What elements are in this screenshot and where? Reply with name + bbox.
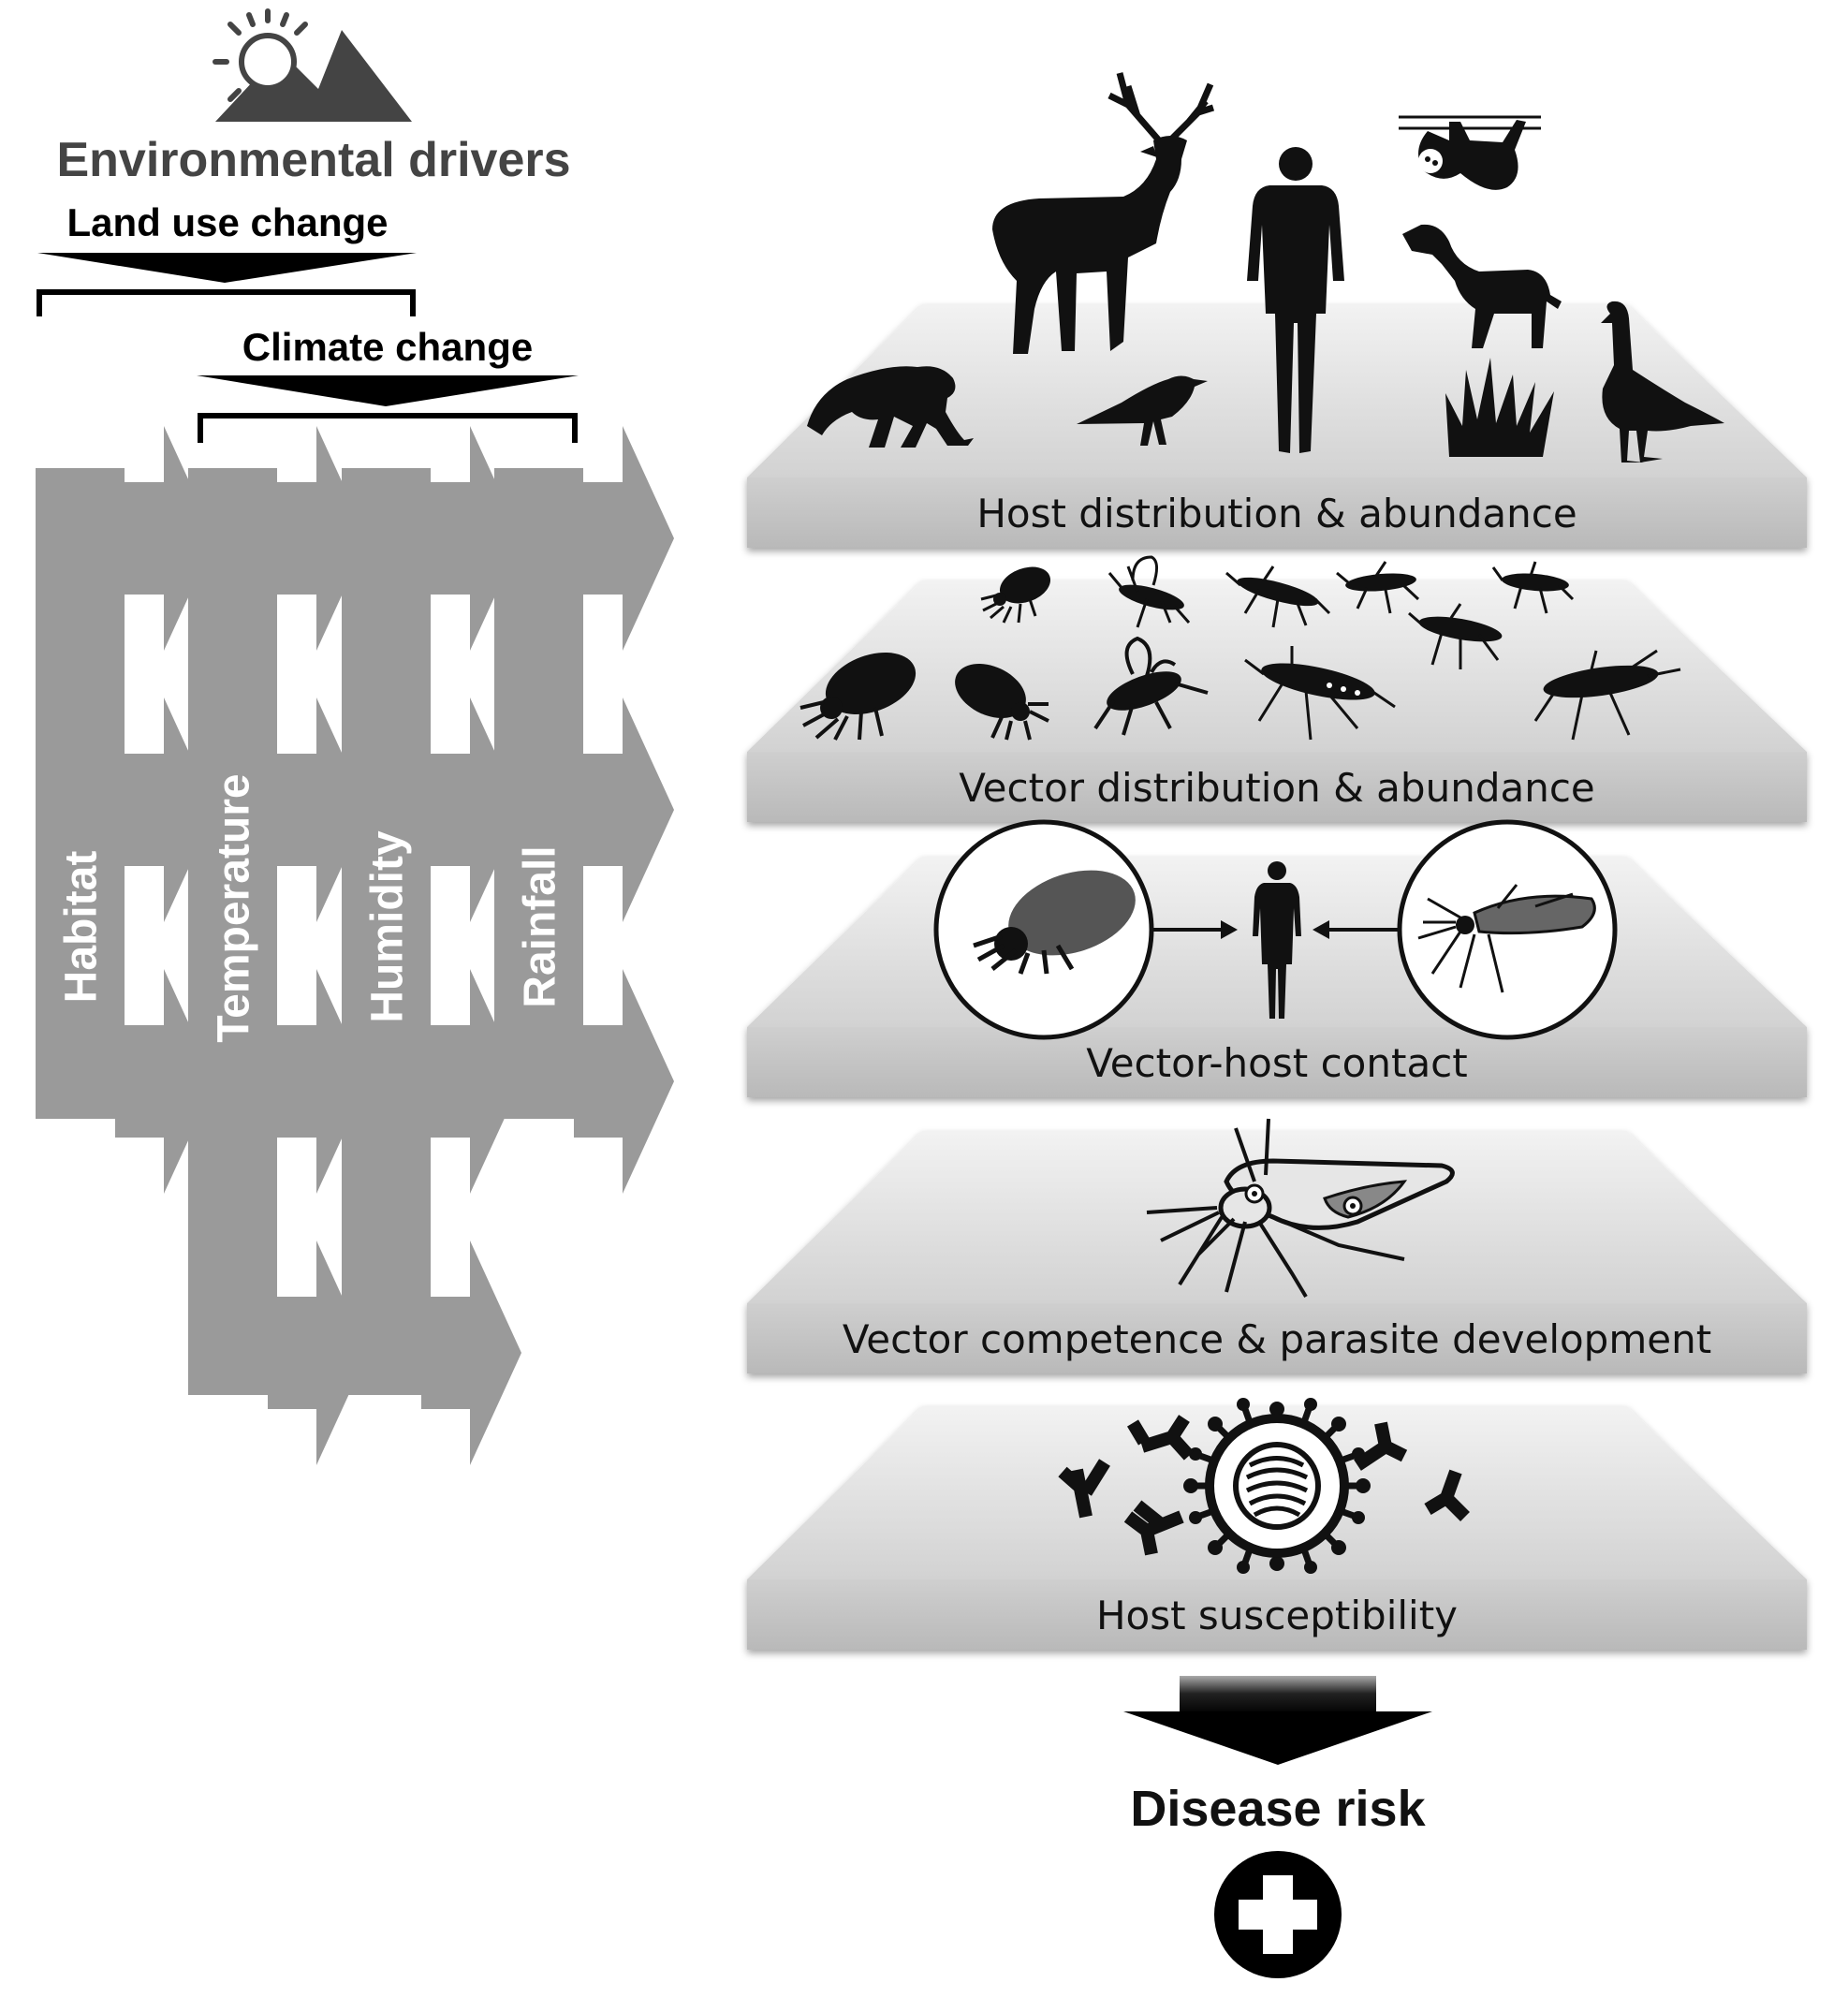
tick-icon	[955, 663, 1049, 741]
vector-silhouettes	[799, 555, 1681, 741]
factor-column-body	[342, 468, 431, 1395]
virus-icon	[1183, 1398, 1371, 1574]
antibody-group	[1058, 1415, 1470, 1556]
crow-icon	[1077, 375, 1208, 446]
mosquito-icon	[1225, 565, 1331, 628]
factor-arrow-head	[115, 697, 215, 922]
factor-arrow-gap	[431, 1241, 438, 1297]
factor-arrow-gap	[277, 697, 285, 754]
factor-arrow-head	[268, 1241, 368, 1465]
monkey-icon	[807, 366, 974, 448]
factor-column-body	[36, 468, 125, 1119]
antibody-icon	[1058, 1459, 1110, 1519]
factor-arrow-gap	[583, 697, 591, 754]
factor-arrow-head	[574, 697, 674, 922]
layer-label-3: Vector-host contact	[1086, 1040, 1468, 1086]
human-icon	[1247, 147, 1344, 453]
factor-arrow-head	[421, 697, 521, 922]
factor-column-humidity: Humidity	[342, 426, 521, 1465]
factor-column-body	[188, 468, 277, 1395]
factor-arrow-head	[268, 697, 368, 922]
layer-label-5: Host susceptibility	[1096, 1593, 1458, 1638]
factor-label-temperature: Temperature	[210, 773, 259, 1042]
factor-label-humidity: Humidity	[363, 830, 413, 1023]
factor-arrow-gap	[277, 969, 285, 1025]
factor-arrow-head	[268, 426, 368, 651]
antibody-icon	[1123, 1500, 1184, 1556]
layer-front-face	[747, 477, 1807, 548]
driver-climate-bracket	[198, 413, 578, 443]
header-title: Environmental drivers	[56, 133, 570, 187]
layer-front-face	[747, 1027, 1807, 1097]
antibody-icon	[1126, 1415, 1195, 1461]
driver-land-use-label: Land use change	[66, 200, 388, 244]
mosquito-icon	[1417, 884, 1596, 993]
factor-arrow-head	[574, 969, 674, 1194]
tick-icon	[980, 566, 1051, 624]
driver-climate-label: Climate change	[242, 325, 533, 369]
sloth-icon	[1399, 115, 1541, 190]
driver-land-use-bracket	[37, 289, 416, 316]
layer-front-face	[747, 1579, 1807, 1650]
outcome-arrow-shaft	[1180, 1676, 1376, 1715]
mosquito-icon	[1408, 603, 1503, 669]
outcome-label: Disease risk	[1130, 1781, 1426, 1837]
antibody-icon	[1354, 1421, 1408, 1471]
layer-label-4: Vector competence & parasite development	[843, 1316, 1711, 1362]
layer-label-1: Host distribution & abundance	[976, 491, 1577, 536]
factor-arrow-gap	[125, 969, 132, 1025]
outcome-arrow-head	[1123, 1711, 1432, 1765]
human-icon	[1253, 861, 1301, 1019]
factor-arrow-gap	[277, 1241, 285, 1297]
factor-arrow-gap	[431, 697, 438, 754]
sun-mountain-icon	[213, 8, 412, 122]
factor-arrow-head	[115, 426, 215, 651]
mosquito-icon	[1336, 561, 1420, 614]
host-silhouettes	[807, 72, 1724, 463]
factor-column-temperature: Temperature	[188, 426, 368, 1465]
factor-arrow-gap	[125, 697, 132, 754]
layer-front-face	[747, 1303, 1807, 1373]
antibody-icon	[1424, 1469, 1470, 1521]
layer-label-2: Vector distribution & abundance	[959, 765, 1595, 811]
factor-arrow-head	[421, 426, 521, 651]
grass-icon	[1445, 358, 1554, 457]
contact-scene	[933, 819, 1618, 1040]
layer-front-face	[747, 752, 1807, 822]
driver-climate-wedge	[197, 375, 579, 406]
mosquito-icon	[1107, 555, 1191, 628]
mosquito-icon	[1491, 561, 1575, 614]
factor-columns: Habitat Temperature Humidity Rainfall	[36, 426, 674, 1465]
factor-column-habitat: Habitat	[36, 426, 215, 1194]
factor-arrow-head	[268, 969, 368, 1194]
medical-cross-icon	[1214, 1851, 1342, 1978]
goose-icon	[1601, 301, 1724, 463]
factor-arrow-head	[421, 969, 521, 1194]
factor-arrow-gap	[583, 969, 591, 1025]
tick-icon	[973, 870, 1136, 975]
tick-icon	[799, 653, 917, 741]
deer-icon	[992, 72, 1215, 354]
factor-column-rainfall: Rainfall	[494, 426, 674, 1194]
mosquito-icon	[1244, 646, 1396, 741]
factor-arrow-head	[115, 969, 215, 1194]
factor-label-habitat: Habitat	[57, 851, 107, 1004]
mosquito-icon	[1093, 636, 1209, 736]
factor-label-rainfall: Rainfall	[516, 845, 565, 1007]
mosquito-icon	[1533, 649, 1681, 741]
factor-arrow-head	[421, 1241, 521, 1465]
factor-arrow-gap	[431, 969, 438, 1025]
factor-arrow-head	[574, 426, 674, 651]
dog-icon	[1402, 224, 1562, 348]
driver-land-use-wedge	[37, 253, 417, 283]
factor-column-body	[494, 468, 583, 1119]
infected-mosquito-icon	[1146, 1118, 1455, 1299]
